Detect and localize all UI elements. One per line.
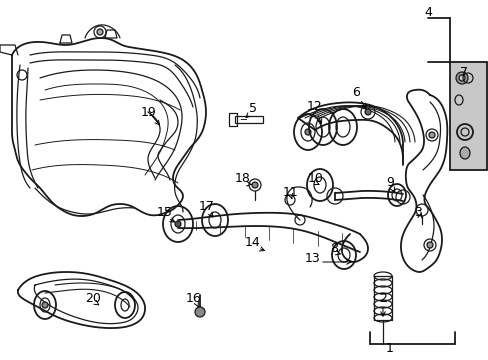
Text: 20: 20 <box>85 292 101 305</box>
Text: 15: 15 <box>157 206 173 219</box>
Text: 19: 19 <box>141 105 157 118</box>
Ellipse shape <box>459 147 469 159</box>
Text: 13: 13 <box>305 252 320 265</box>
Circle shape <box>42 302 48 308</box>
Circle shape <box>458 75 464 81</box>
Circle shape <box>305 129 310 135</box>
Text: 2: 2 <box>378 292 386 305</box>
Text: 16: 16 <box>186 292 202 305</box>
Text: 10: 10 <box>307 171 323 184</box>
Text: 12: 12 <box>306 100 322 113</box>
Text: 18: 18 <box>235 171 250 184</box>
Text: 11: 11 <box>283 185 298 198</box>
Circle shape <box>251 182 258 188</box>
Text: 14: 14 <box>244 235 260 248</box>
Text: 8: 8 <box>329 242 337 255</box>
Text: 17: 17 <box>199 201 215 213</box>
Text: 9: 9 <box>385 176 393 189</box>
Text: 1: 1 <box>385 342 393 355</box>
Circle shape <box>455 72 467 84</box>
Circle shape <box>195 307 204 317</box>
Text: 7: 7 <box>459 66 467 78</box>
Text: 4: 4 <box>423 5 431 18</box>
Circle shape <box>364 109 370 115</box>
Circle shape <box>175 221 181 227</box>
Text: 5: 5 <box>248 102 257 114</box>
Bar <box>228 113 237 126</box>
Bar <box>235 116 263 123</box>
Text: ─: ─ <box>240 115 245 125</box>
Bar <box>449 62 486 170</box>
Circle shape <box>428 132 434 138</box>
Circle shape <box>97 29 103 35</box>
Text: 6: 6 <box>351 86 359 99</box>
Circle shape <box>426 242 432 248</box>
Text: 3: 3 <box>413 207 421 220</box>
